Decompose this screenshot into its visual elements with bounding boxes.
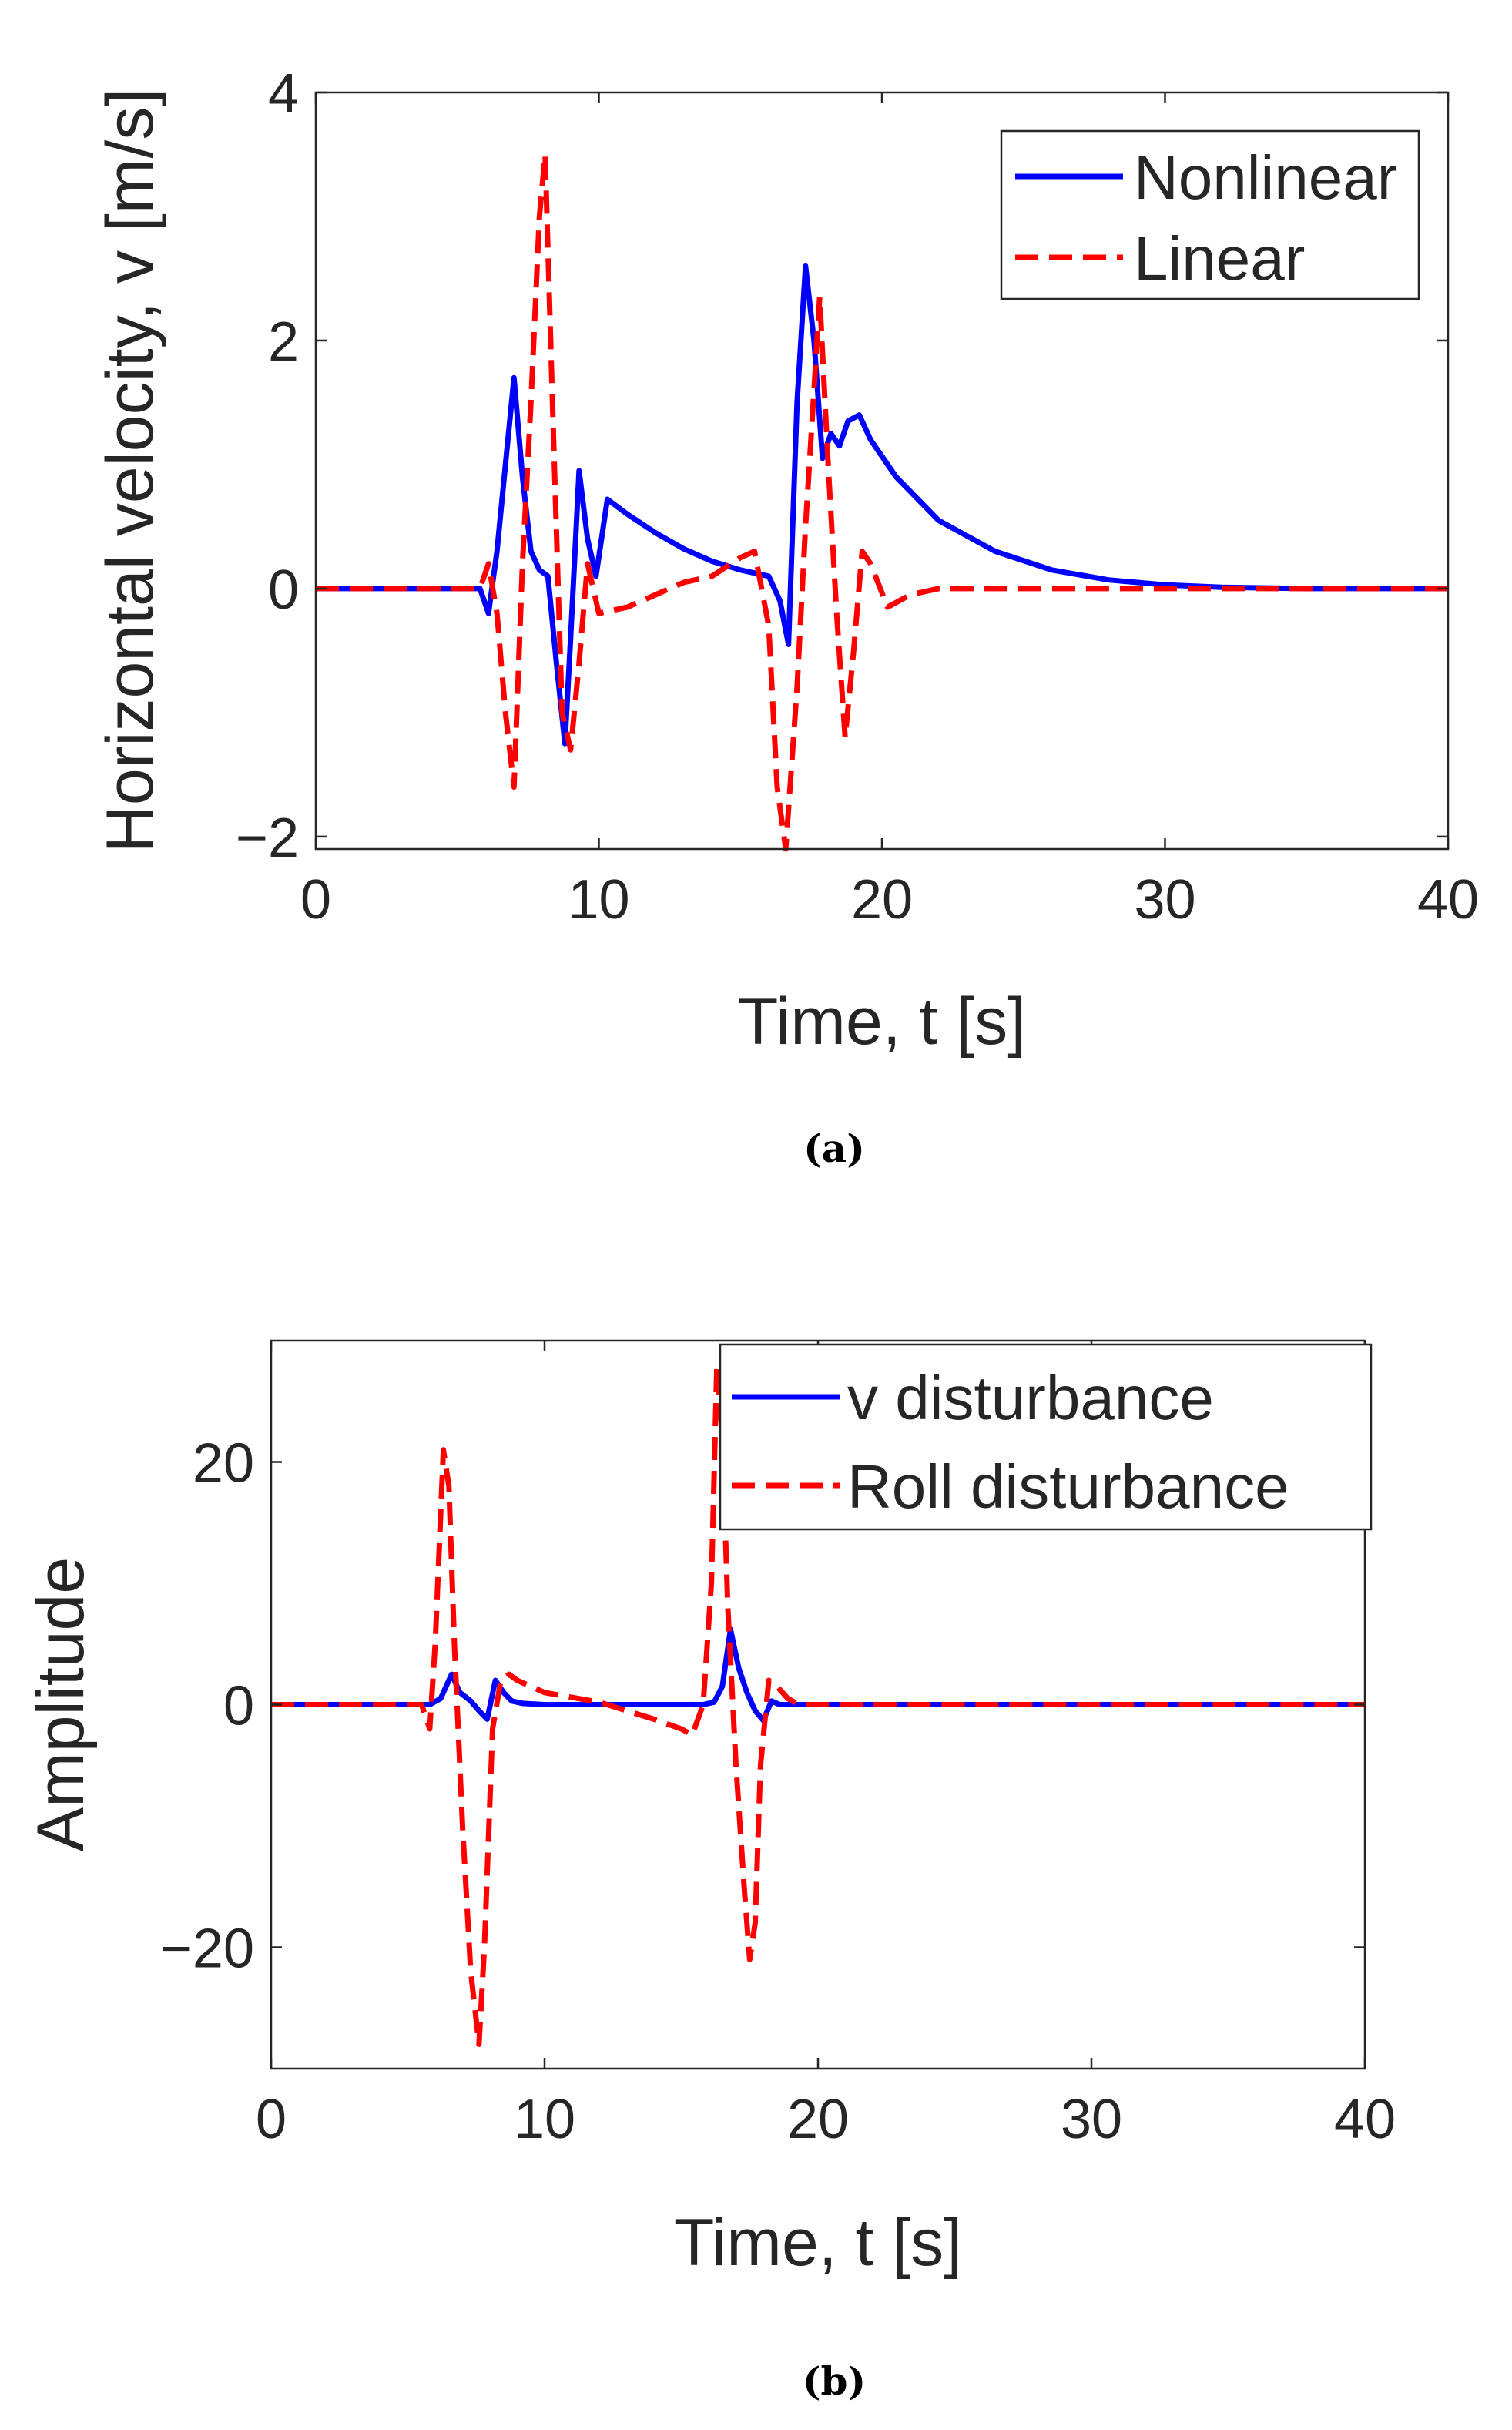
caption-b: (b) (803, 2358, 866, 2404)
y-tick-label: 4 (268, 63, 299, 125)
y-tick-label: 20 (193, 1433, 254, 1495)
caption-a: (a) (803, 1126, 865, 1171)
y-axis-label-b: Amplitude (24, 1557, 98, 1851)
legend-label-linear: Linear (1134, 224, 1305, 293)
series-group-a (316, 152, 1448, 852)
legend-box-a (1000, 129, 1420, 300)
series-line-linear (316, 152, 1448, 852)
legend-label-v-disturbance: v disturbance (847, 1364, 1214, 1432)
y-tick-label: −2 (236, 807, 299, 869)
legend-label-roll-disturbance: Roll disturbance (847, 1452, 1289, 1521)
x-axis-label-a: Time, t [s] (738, 985, 1026, 1059)
y-tick-label: 0 (223, 1676, 254, 1737)
chart-b: 0 10 20 30 40 −20 0 20 Time, t [s] Amplitude v … (24, 1339, 1396, 2404)
x-tick-label: 20 (851, 869, 913, 931)
x-tick-label: 40 (1417, 869, 1479, 931)
x-tick-label: 10 (568, 869, 629, 931)
x-tick-label: 30 (1134, 869, 1195, 931)
x-axis-label-b: Time, t [s] (674, 2206, 962, 2280)
x-tick-label: 0 (256, 2089, 287, 2150)
series-line-nonlinear (316, 263, 1448, 747)
series-group-b (271, 1362, 1365, 2047)
series-line-roll-disturbance (271, 1362, 1365, 2047)
x-tick-label: 0 (300, 869, 331, 931)
legend-box-b (719, 1343, 1373, 1531)
legend-label-nonlinear: Nonlinear (1134, 143, 1397, 212)
x-tick-label: 30 (1061, 2089, 1122, 2150)
series-line-v-disturbance (271, 1626, 1365, 1723)
y-tick-label: 2 (268, 311, 299, 373)
legend-a: Nonlinear Linear (1000, 129, 1420, 300)
legend-b: v disturbance Roll disturbance (719, 1343, 1373, 1531)
y-axis-label-a: Horizontal velocity, v [m/s] (93, 89, 167, 853)
y-tick-label: −20 (160, 1918, 254, 1980)
x-tick-label: 10 (514, 2089, 575, 2150)
ticks-b: 0 10 20 30 40 −20 0 20 (160, 1341, 1396, 2150)
y-tick-label: 0 (268, 559, 299, 621)
x-tick-label: 40 (1334, 2089, 1396, 2150)
x-tick-label: 20 (787, 2089, 849, 2150)
